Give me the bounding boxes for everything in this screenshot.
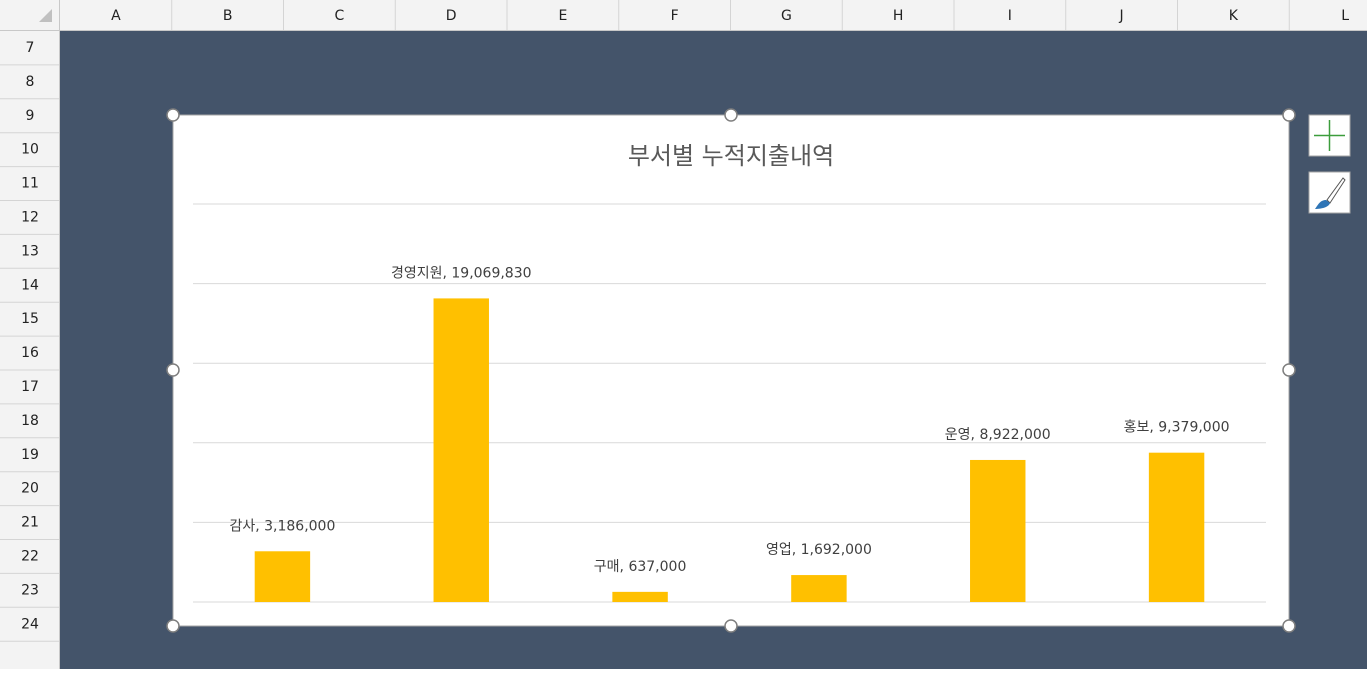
row-header: 17	[21, 379, 39, 395]
handle[interactable]	[1282, 108, 1296, 122]
row-header: 19	[21, 447, 39, 463]
column-header: I	[1008, 8, 1012, 24]
row-header: 9	[26, 108, 35, 124]
chart-title: 부서별 누적지출내역	[628, 142, 834, 170]
column-header: K	[1229, 8, 1239, 24]
column-header: G	[781, 8, 792, 24]
selection-handles[interactable]	[166, 108, 1296, 633]
bar	[970, 459, 1026, 602]
bar	[433, 298, 489, 602]
column-header: A	[111, 8, 121, 24]
row-header: 16	[21, 345, 39, 361]
column-header: D	[446, 8, 457, 24]
row-header-bar	[0, 31, 60, 669]
handle[interactable]	[166, 363, 180, 377]
data-label: 경영지원, 19,069,830	[391, 265, 532, 281]
data-label: 홍보, 9,379,000	[1124, 420, 1230, 436]
select-all[interactable]	[39, 9, 52, 22]
row-header: 15	[21, 311, 39, 327]
row-header: 10	[21, 142, 39, 158]
row-header: 12	[21, 209, 39, 225]
bar	[254, 551, 311, 602]
bar	[1148, 452, 1205, 602]
row-header: 21	[21, 515, 39, 531]
handle[interactable]	[166, 108, 180, 122]
column-header: E	[558, 8, 567, 24]
row-header: 7	[26, 40, 35, 56]
row-header: 18	[21, 413, 39, 429]
brush-tip	[1315, 200, 1330, 209]
handle[interactable]	[1282, 619, 1296, 633]
handle[interactable]	[724, 108, 738, 122]
column-header: J	[1119, 8, 1124, 24]
handle[interactable]	[1282, 363, 1296, 377]
data-label: 운영, 8,922,000	[945, 427, 1051, 443]
row-header: 11	[21, 176, 39, 192]
column-header-bar	[0, 0, 1367, 31]
row-header: 23	[21, 582, 39, 598]
column-header: L	[1341, 8, 1349, 24]
data-label: 구매, 637,000	[594, 559, 687, 575]
column-header: H	[893, 8, 904, 24]
handle[interactable]	[166, 619, 180, 633]
bar	[791, 575, 847, 602]
row-header: 20	[21, 481, 39, 497]
row-header: 24	[21, 616, 39, 632]
handle[interactable]	[724, 619, 738, 633]
chart-area[interactable]	[172, 114, 1290, 627]
column-header: C	[334, 8, 344, 24]
chart-styles-button[interactable]	[1308, 171, 1351, 214]
row-header: 14	[21, 277, 39, 293]
row-header: 8	[26, 74, 35, 90]
row-header: 13	[21, 243, 39, 259]
column-header: F	[671, 8, 679, 24]
data-label: 감사, 3,186,000	[229, 518, 335, 534]
data-label: 영업, 1,692,000	[766, 542, 872, 558]
column-header: B	[223, 8, 233, 24]
row-header: 22	[21, 548, 39, 564]
chart-elements-button[interactable]	[1308, 114, 1351, 157]
bar	[612, 591, 668, 602]
